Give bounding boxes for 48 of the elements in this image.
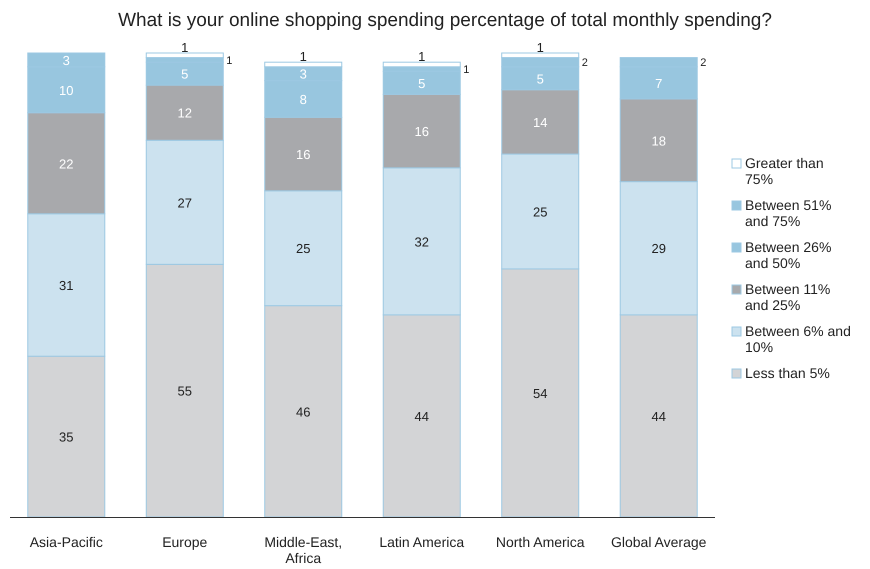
data-label: 3 (300, 66, 307, 82)
data-label: 55 (178, 384, 192, 399)
legend-label: Less than 5% (745, 365, 830, 381)
data-label: 2 (700, 57, 706, 70)
data-label: 32 (414, 234, 429, 250)
data-label: 44 (414, 408, 429, 424)
data-label: 10 (59, 82, 74, 98)
data-label: 27 (178, 195, 192, 210)
data-label: 7 (655, 76, 662, 91)
data-label: 1 (181, 40, 188, 55)
legend-label: Between 11% and 25% (745, 281, 830, 313)
data-label: 44 (651, 408, 666, 424)
data-label: 1 (463, 64, 470, 76)
data-label: 1 (300, 49, 307, 64)
x-tick-label: Global Average (610, 534, 707, 550)
data-label: 25 (532, 204, 548, 220)
x-tick-label: Europe (162, 534, 208, 550)
data-label: 16 (414, 124, 429, 140)
chart-title: What is your online shopping spending percentage of total monthly spending? (118, 10, 772, 31)
data-label: 46 (296, 404, 310, 420)
x-tick-label: Middle-East, Africa (264, 534, 342, 566)
data-label: 54 (532, 386, 548, 401)
data-label: 1 (536, 40, 544, 55)
bar (146, 52, 224, 58)
data-label: 14 (532, 114, 548, 130)
data-label: 31 (59, 278, 74, 293)
data-label: 25 (296, 241, 310, 256)
x-tick-label: Asia-Pacific (30, 534, 103, 550)
data-label: 1 (226, 54, 232, 67)
x-tick-label: Latin America (379, 534, 464, 550)
data-label: 22 (59, 156, 74, 172)
data-label: 12 (178, 106, 192, 121)
data-label: 29 (651, 241, 666, 256)
legend-label: Between 6% and 10% (745, 323, 851, 355)
data-label: 3 (62, 52, 70, 68)
data-label: 16 (296, 147, 310, 162)
data-label: 35 (59, 430, 74, 445)
x-tick-label: North America (496, 534, 585, 550)
data-label: 8 (300, 92, 307, 107)
legend-label: Greater than 75% (745, 155, 824, 187)
data-label: 5 (536, 71, 544, 86)
data-label: 18 (651, 133, 666, 148)
data-label: 1 (418, 49, 426, 64)
legend-label: Between 26% and 50% (745, 239, 832, 271)
data-label: 5 (418, 76, 426, 91)
legend-label: Between 51% and 75% (745, 197, 832, 229)
data-label: 2 (582, 57, 588, 70)
data-label: 5 (181, 66, 188, 82)
